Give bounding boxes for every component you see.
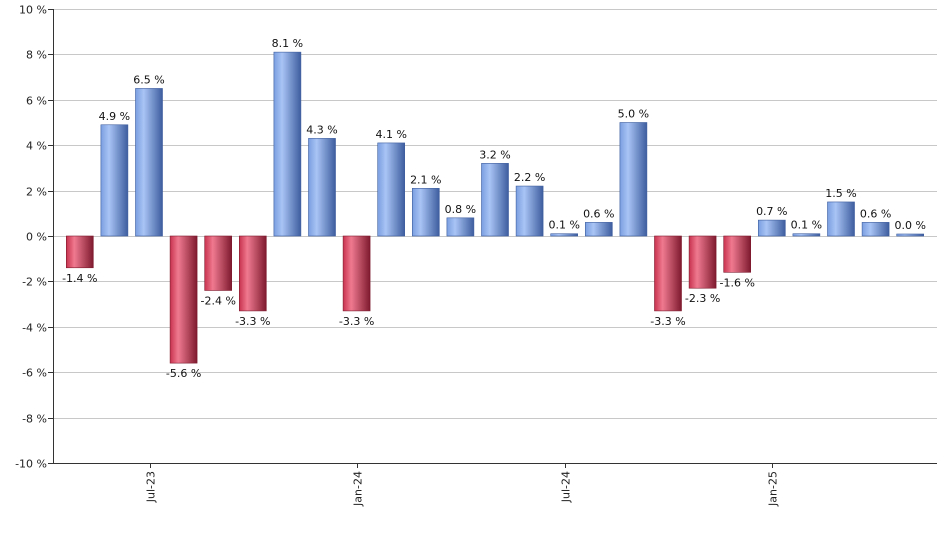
bar	[273, 51, 302, 237]
bar-value-label: 4.3 %	[306, 123, 337, 136]
bar-value-label: -1.4 %	[62, 272, 97, 285]
bar	[550, 233, 579, 237]
bar-value-label: 0.1 %	[791, 219, 822, 232]
bar-value-label: 8.1 %	[272, 37, 303, 50]
bar	[481, 163, 509, 237]
bar-value-label: 0.0 %	[894, 219, 925, 232]
x-tick-label: Jan-24	[352, 471, 365, 507]
bar-value-label: 4.1 %	[375, 128, 406, 141]
bar	[688, 235, 717, 289]
y-axis-tick-labels: -10 % -8 % -6 % -4 % -2 % 0 % 2 % 4 % 6 % 8 % 10 %	[15, 4, 53, 471]
x-tick-label: Jul-23	[145, 471, 158, 503]
axes	[53, 9, 937, 464]
bar-value-label: 4.9 %	[99, 110, 130, 123]
bar	[757, 219, 786, 237]
bar	[654, 235, 682, 312]
gridlines	[53, 9, 937, 464]
y-tick-label: -6 %	[22, 367, 47, 380]
bar	[135, 88, 163, 237]
bar	[342, 235, 371, 312]
y-tick-label: -10 %	[15, 458, 47, 471]
x-axis-tick-labels: Jul-23 Jan-24 Jul-24 Jan-25	[145, 463, 780, 507]
bar-value-label: 5.0 %	[618, 108, 649, 121]
bar	[861, 222, 890, 237]
bar-value-label: -2.3 %	[685, 292, 720, 305]
y-tick-label: 2 %	[26, 186, 47, 199]
y-tick-label: 10 %	[19, 4, 47, 17]
bar	[619, 122, 648, 237]
bar	[377, 142, 406, 237]
bar	[827, 201, 855, 237]
bar-value-label: 0.6 %	[583, 207, 614, 220]
y-tick-label: 6 %	[26, 95, 47, 108]
bars	[66, 51, 925, 364]
bar	[446, 217, 475, 237]
bar	[239, 235, 267, 312]
bar	[169, 235, 198, 364]
x-tick-label: Jan-25	[767, 471, 780, 507]
bar-value-label: 2.1 %	[410, 173, 441, 186]
bar-value-label: 0.8 %	[445, 203, 476, 216]
bar-value-label: -3.3 %	[650, 315, 685, 328]
y-tick-label: -4 %	[22, 322, 47, 335]
bar	[723, 235, 752, 273]
bar	[66, 235, 94, 269]
bar	[584, 222, 613, 237]
bar-value-label: 1.5 %	[825, 187, 856, 200]
bar	[100, 124, 129, 237]
bar	[792, 233, 821, 237]
x-tick-label: Jul-24	[560, 471, 573, 503]
bar-value-label: 0.1 %	[548, 219, 579, 232]
bar-value-label: -3.3 %	[339, 315, 374, 328]
bar	[204, 235, 232, 291]
bar-value-label: -3.3 %	[235, 315, 270, 328]
bar-value-label: 6.5 %	[133, 73, 164, 86]
bar-value-label: 3.2 %	[479, 148, 510, 161]
y-tick-label: 0 %	[26, 231, 47, 244]
y-tick-label: 4 %	[26, 140, 47, 153]
bar-value-label: 0.6 %	[860, 207, 891, 220]
y-tick-label: -2 %	[22, 276, 47, 289]
bar-value-label: 0.7 %	[756, 205, 787, 218]
bar-value-label: -5.6 %	[166, 367, 201, 380]
bar	[308, 138, 336, 237]
y-tick-label: -8 %	[22, 413, 47, 426]
bar-value-label: -1.6 %	[719, 276, 754, 289]
bar-value-label: -2.4 %	[200, 294, 235, 307]
data-labels: -1.4 %4.9 %6.5 %-5.6 %-2.4 %-3.3 %8.1 %4…	[62, 37, 926, 380]
y-tick-label: 8 %	[26, 49, 47, 62]
bar	[515, 185, 544, 237]
bar	[896, 233, 925, 237]
bar-value-label: 2.2 %	[514, 171, 545, 184]
bar	[411, 188, 440, 237]
